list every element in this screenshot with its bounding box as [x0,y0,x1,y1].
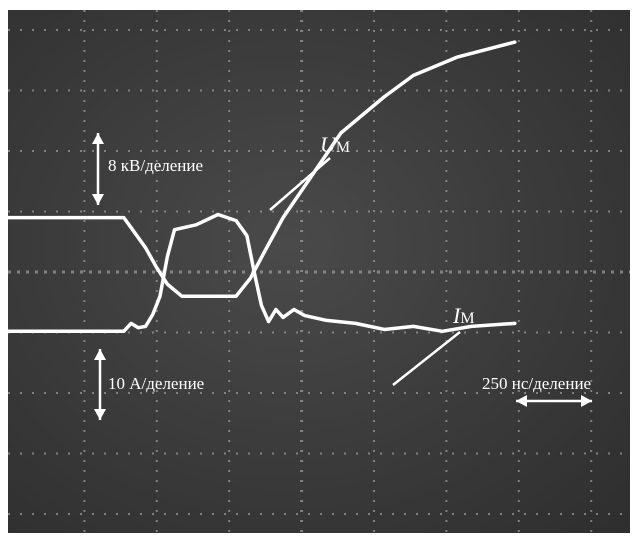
voltage-label-leader [269,157,331,211]
arrow-head [92,133,104,144]
time-scale-arrow [516,395,592,407]
current-trace [8,212,517,334]
time-scale-label: 250 нс/деление [482,374,592,393]
scale-arrows [92,133,592,420]
current-trace-label: IМ [453,303,475,329]
graticule [8,10,630,533]
arrow-head [581,395,592,407]
voltage-scale-label: 8 кВ/деление [108,156,204,175]
arrow-head [94,409,106,420]
voltage-symbol: U [320,132,336,157]
current-symbol: I [453,303,461,328]
arrow-head [94,349,106,360]
current-subscript: М [460,310,475,327]
voltage-trace-label: UМ [320,132,350,158]
current-label-leader [392,331,461,386]
oscilloscope-screen: 8 кВ/деление 10 А/деление 250 нс/деление… [8,10,630,533]
current-scale-arrow [94,349,106,420]
arrow-head [516,395,527,407]
traces [8,40,517,386]
waveform-plot [8,10,630,533]
voltage-trace [8,40,517,298]
voltage-scale-arrow [92,133,104,205]
current-scale-label: 10 А/деление [108,374,205,393]
voltage-subscript: М [335,139,351,156]
arrow-head [92,194,104,205]
